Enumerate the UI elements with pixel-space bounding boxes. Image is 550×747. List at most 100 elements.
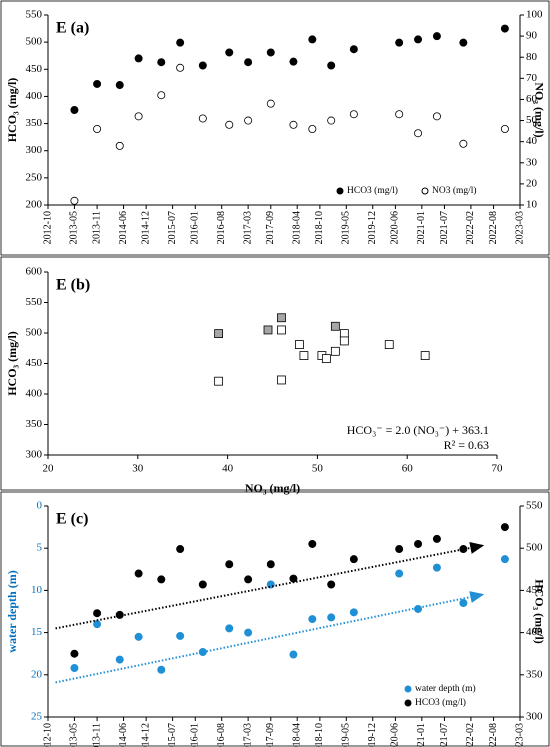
point	[263, 325, 273, 335]
x-tick-label: 2020-06	[390, 211, 401, 244]
point	[157, 91, 166, 100]
x-tick-label: 2023-03	[514, 723, 525, 747]
point	[70, 664, 79, 673]
point	[308, 615, 317, 624]
point	[225, 120, 234, 129]
point	[244, 58, 253, 67]
point	[115, 655, 124, 664]
x-tick-label: 2014-12	[140, 211, 151, 244]
x-tick-label: 2022-08	[488, 211, 499, 244]
legend-marker	[404, 699, 412, 707]
x-tick-label: 2022-02	[465, 211, 476, 244]
x-tick-label: 2016-08	[216, 723, 227, 747]
y-tick-label: 400	[26, 90, 43, 102]
point	[414, 539, 423, 548]
point	[432, 32, 441, 41]
point	[266, 560, 275, 569]
point	[339, 329, 349, 339]
point	[157, 58, 166, 67]
x-tick-label: 2013-05	[69, 723, 80, 747]
trendline	[55, 591, 485, 684]
point	[414, 129, 423, 138]
point	[176, 63, 185, 72]
y2-tick-label: 30	[526, 156, 538, 168]
point	[70, 649, 79, 658]
y-tick-label: 550	[26, 9, 43, 21]
x-tick-label: 30	[132, 463, 144, 475]
y2-tick-label: 50	[526, 114, 538, 126]
y-tick-label: 550	[26, 296, 43, 308]
y-tick-label: 15	[31, 626, 43, 638]
point	[266, 48, 275, 57]
point	[176, 545, 185, 554]
point	[70, 106, 79, 115]
point	[500, 24, 509, 33]
point	[500, 125, 509, 134]
x-tick-label: 50	[312, 463, 324, 475]
y-tick-label: 500	[26, 36, 43, 48]
point	[349, 110, 358, 119]
point	[308, 125, 317, 134]
point	[395, 110, 404, 119]
legend-label: water depth (m)	[415, 683, 476, 694]
legend-label: NO3 (mg/l)	[432, 185, 477, 196]
point	[289, 57, 298, 66]
y-tick-label: 250	[26, 171, 43, 183]
point	[459, 139, 468, 148]
y-axis-label: HCO₃ (mg/l)	[5, 331, 19, 396]
point	[115, 81, 124, 90]
panel-label: E (a)	[56, 20, 89, 37]
x-tick-label: 2016-08	[216, 211, 227, 244]
point	[349, 45, 358, 54]
y2-tick-label: 350	[526, 668, 543, 680]
x-tick-label: 2019-05	[341, 723, 352, 747]
y-tick-label: 450	[26, 357, 43, 369]
point	[432, 112, 441, 121]
x-tick-label: 40	[222, 463, 234, 475]
x-tick-label: 2021-01	[416, 211, 427, 244]
y2-tick-label: 40	[526, 135, 538, 147]
x-tick-label: 2017-03	[242, 211, 253, 244]
y2-tick-label: 500	[526, 542, 543, 554]
point	[176, 631, 185, 640]
panel-frame	[0, 0, 550, 256]
point	[500, 555, 509, 564]
point	[308, 35, 317, 44]
legend-marker	[404, 685, 412, 693]
y-tick-label: 20	[31, 668, 43, 680]
point	[295, 340, 304, 349]
y-tick-label: 10	[31, 584, 43, 596]
legend-marker	[421, 187, 429, 195]
point	[308, 539, 317, 548]
x-tick-label: 2019-12	[367, 211, 378, 244]
point	[414, 604, 423, 613]
y2-axis-label: HCO₃ (mg/l)	[532, 579, 546, 644]
x-tick-label: 2021-07	[439, 211, 450, 244]
y2-tick-label: 400	[526, 626, 543, 638]
y2-tick-label: 300	[526, 711, 543, 723]
x-tick-label: 2017-09	[265, 723, 276, 747]
x-tick-label: 20	[43, 463, 55, 475]
point	[395, 545, 404, 554]
point	[330, 321, 340, 331]
point	[244, 575, 253, 584]
point	[134, 632, 143, 641]
panel-label: E (b)	[56, 277, 90, 294]
y-tick-label: 350	[26, 117, 43, 129]
point	[289, 650, 298, 659]
point	[321, 354, 331, 364]
point	[225, 560, 234, 569]
legend-label: HCO3 (mg/l)	[415, 697, 466, 708]
point	[277, 313, 286, 323]
legend-marker	[336, 187, 344, 195]
point	[176, 38, 185, 47]
x-tick-label: 2015-07	[167, 211, 178, 244]
x-tick-label: 2014-06	[118, 211, 129, 244]
x-tick-label: 2016-01	[190, 211, 201, 244]
y2-tick-label: 80	[526, 51, 538, 63]
point	[134, 112, 143, 121]
y-tick-label: 300	[26, 144, 43, 156]
x-tick-label: 2022-08	[488, 723, 499, 747]
point	[93, 79, 102, 88]
point	[198, 114, 207, 123]
